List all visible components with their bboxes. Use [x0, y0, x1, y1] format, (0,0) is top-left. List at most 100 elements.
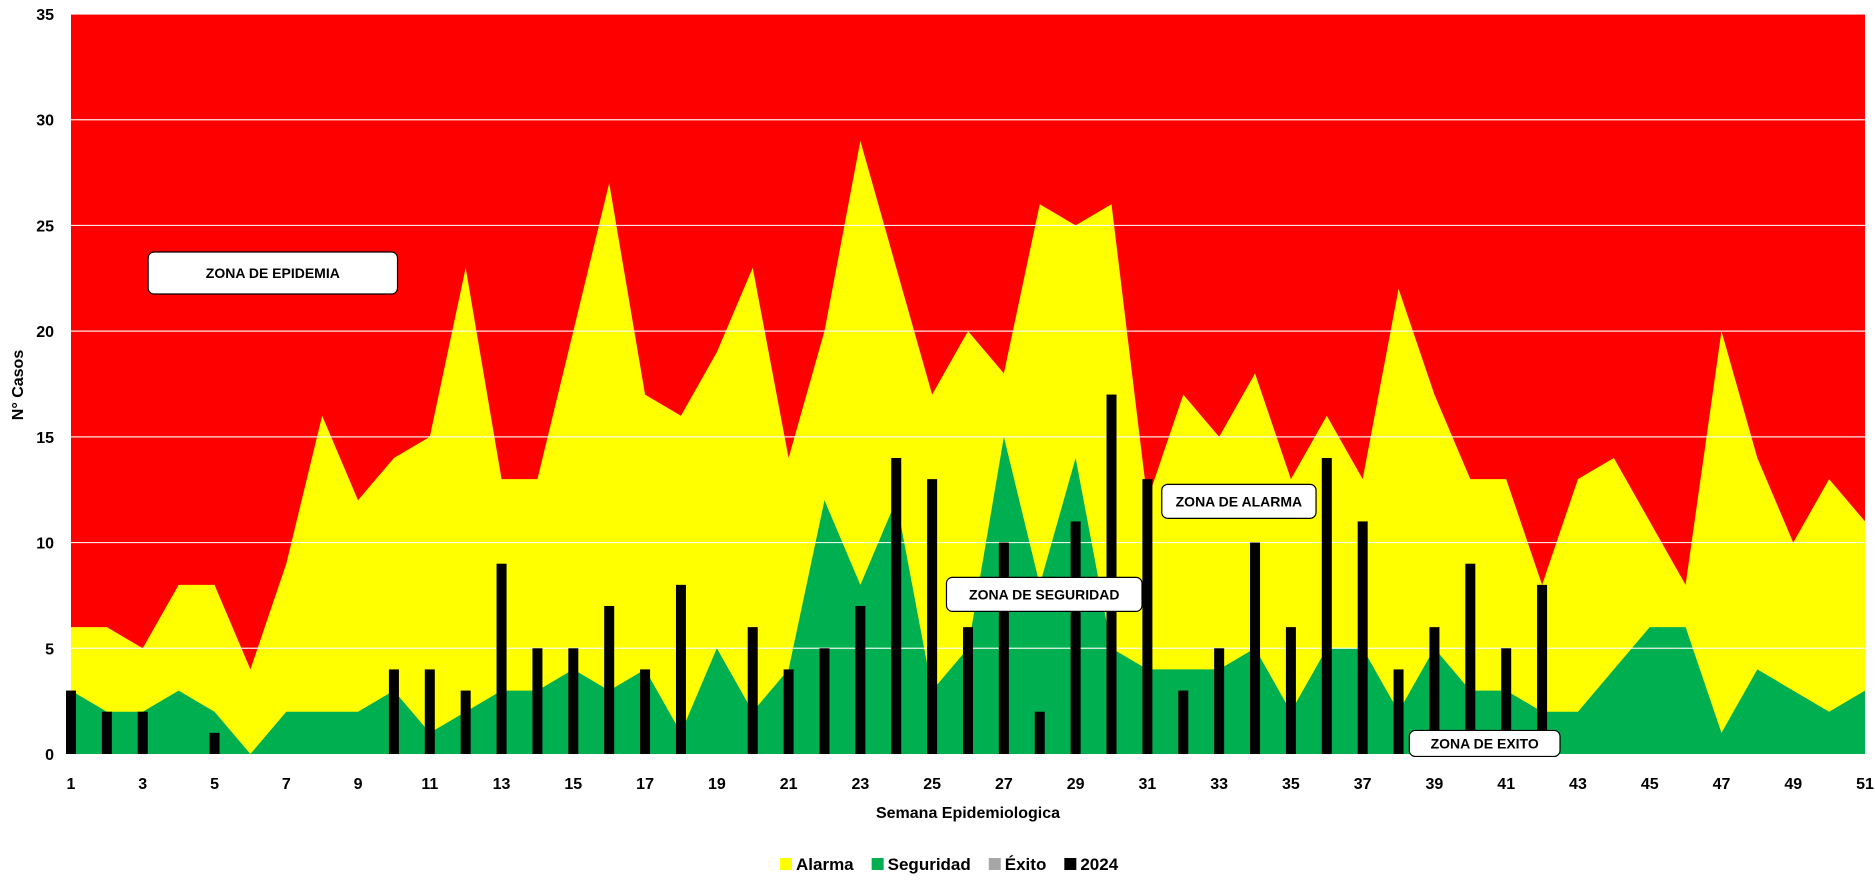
y-axis-ticks: 0 5 10 15 20 25 30 35 — [36, 7, 54, 764]
x-tick-label: 7 — [282, 776, 291, 793]
bar-2024 — [1250, 542, 1261, 754]
bar-2024 — [963, 627, 973, 754]
zone-label: ZONA DE ALARMA — [1161, 483, 1317, 519]
zone-label-box — [1408, 729, 1561, 758]
bar-2024 — [1214, 648, 1225, 754]
legend-swatch — [780, 858, 792, 870]
zone-label: ZONA DE SEGURIDAD — [945, 576, 1143, 612]
legend-swatch — [1064, 858, 1077, 870]
bar-2024 — [1393, 669, 1404, 754]
x-tick-label: 29 — [1067, 776, 1085, 793]
x-tick-label: 15 — [564, 776, 582, 793]
bar-2024 — [532, 648, 543, 754]
bar-2024 — [568, 648, 579, 754]
bar-2024 — [388, 669, 399, 754]
bar-2024 — [101, 711, 112, 754]
x-tick-label: 47 — [1713, 776, 1731, 793]
legend-label: Seguridad — [888, 855, 971, 874]
bar-2024 — [1142, 479, 1153, 754]
bar-2024 — [137, 711, 148, 754]
bars-2024 — [66, 394, 1548, 754]
x-tick-label: 9 — [354, 776, 363, 793]
x-tick-label: 23 — [851, 776, 869, 793]
x-tick-label: 11 — [421, 776, 438, 793]
bar-2024 — [927, 479, 938, 754]
zone-label-box — [1161, 483, 1317, 519]
x-tick-label: 21 — [780, 776, 798, 793]
bar-2024 — [1321, 458, 1332, 754]
x-tick-label: 3 — [138, 776, 147, 793]
y-tick-label: 10 — [36, 536, 54, 553]
y-tick-label: 30 — [36, 113, 54, 130]
zone-label-box — [147, 251, 399, 295]
y-tick-label: 35 — [36, 7, 54, 24]
x-tick-label: 45 — [1641, 776, 1659, 793]
bar-2024 — [1106, 394, 1117, 754]
zone-label-text: ZONA DE SEGURIDAD — [969, 586, 1119, 602]
bar-2024 — [66, 690, 76, 754]
x-axis-title: Semana Epidemiologica — [876, 805, 1060, 822]
x-tick-label: 19 — [708, 776, 726, 793]
legend: Alarma Seguridad Éxito 2024 — [780, 855, 1119, 874]
x-tick-label: 25 — [923, 776, 941, 793]
y-axis-title: N° Casos — [10, 350, 27, 421]
y-tick-label: 20 — [36, 324, 54, 341]
legend-label: 2024 — [1080, 855, 1118, 874]
legend-label: Éxito — [1005, 855, 1047, 874]
x-axis-ticks: 1 3 5 7 9 11 13 15 17 19 21 23 25 27 29 31 33 35 37 39 41 43 4… — [67, 776, 1874, 793]
legend-item: Seguridad — [871, 855, 971, 874]
x-tick-label: 27 — [995, 776, 1013, 793]
y-tick-label: 25 — [36, 218, 54, 235]
x-tick-label: 51 — [1856, 776, 1874, 793]
bar-2024 — [1285, 627, 1296, 754]
bar-2024 — [1178, 690, 1189, 754]
x-tick-label: 17 — [636, 776, 654, 793]
bar-2024 — [460, 690, 471, 754]
legend-item: 2024 — [1064, 855, 1119, 874]
bar-2024 — [675, 584, 686, 754]
zone-annotations: ZONA DE EPIDEMIA ZONA DE SEGURIDAD ZONA DE… — [147, 251, 1561, 758]
y-tick-label: 15 — [36, 430, 54, 447]
x-tick-label: 43 — [1569, 776, 1587, 793]
zone-label-text: ZONA DE EPIDEMIA — [206, 265, 340, 281]
bar-2024 — [604, 606, 615, 754]
bar-2024 — [209, 732, 220, 754]
x-tick-label: 41 — [1497, 776, 1515, 793]
bar-2024 — [1537, 584, 1548, 754]
legend-item: Éxito — [988, 855, 1047, 874]
bar-2024 — [424, 669, 435, 754]
x-tick-label: 33 — [1210, 776, 1228, 793]
zone-label: ZONA DE EPIDEMIA — [147, 251, 399, 295]
legend-item: Alarma — [780, 855, 854, 874]
legend-swatch — [871, 858, 884, 870]
x-tick-label: 37 — [1354, 776, 1372, 793]
y-tick-label: 0 — [45, 747, 54, 764]
y-tick-label: 5 — [45, 641, 54, 658]
bar-2024 — [855, 606, 866, 754]
x-tick-label: 39 — [1426, 776, 1444, 793]
bar-2024 — [747, 627, 758, 754]
bar-2024 — [640, 669, 651, 754]
bar-2024 — [1070, 521, 1081, 754]
x-tick-label: 31 — [1139, 776, 1157, 793]
bar-2024 — [783, 669, 794, 754]
bar-2024 — [1429, 627, 1440, 754]
bar-2024 — [1465, 563, 1476, 754]
bar-2024 — [1357, 521, 1368, 754]
zone-label-box — [945, 576, 1143, 612]
x-tick-label: 49 — [1784, 776, 1802, 793]
zone-label: ZONA DE EXITO — [1408, 729, 1561, 758]
legend-label: Alarma — [796, 855, 854, 874]
bar-2024 — [496, 563, 507, 754]
x-tick-label: 35 — [1282, 776, 1300, 793]
legend-swatch — [988, 858, 1001, 870]
x-tick-label: 13 — [493, 776, 511, 793]
bar-2024 — [891, 458, 902, 754]
bar-2024 — [1501, 648, 1512, 754]
x-tick-label: 5 — [210, 776, 219, 793]
area-alarma — [71, 140, 1865, 754]
bar-2024 — [1034, 711, 1045, 754]
zone-label-text: ZONA DE ALARMA — [1176, 493, 1303, 509]
bar-2024 — [819, 648, 830, 754]
